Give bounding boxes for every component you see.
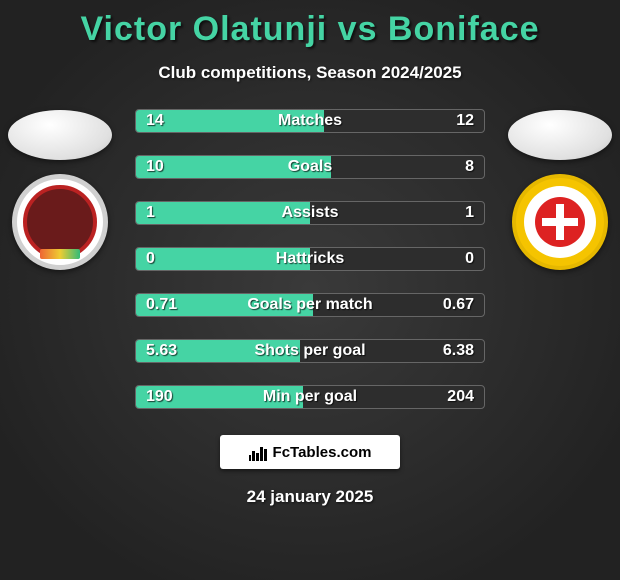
stat-value-right: 0: [465, 250, 474, 268]
stat-value-right: 204: [447, 388, 474, 406]
stats-container: 14Matches1210Goals81Assists10Hattricks00…: [135, 109, 485, 409]
stat-label: Hattricks: [276, 250, 344, 268]
avatar: [508, 110, 612, 160]
brand-badge: FcTables.com: [220, 435, 400, 469]
chart-icon: [249, 443, 267, 461]
stat-row: 0.71 Goals per match 0.67: [135, 293, 485, 317]
stat-value-left: 1: [146, 204, 155, 222]
stat-value-left: 14: [146, 112, 164, 130]
stat-row: 14 Matches 12: [135, 109, 485, 133]
stat-value-right: 8: [465, 158, 474, 176]
stat-value-right: 6.38: [443, 342, 474, 360]
stat-value-left: 0: [146, 250, 155, 268]
stat-label: Goals: [288, 158, 332, 176]
stat-row: 0 Hattricks 0: [135, 247, 485, 271]
stat-value-left: 5.63: [146, 342, 177, 360]
stat-label: Assists: [282, 204, 339, 222]
player-left-column: [8, 110, 112, 270]
subtitle: Club competitions, Season 2024/2025: [0, 63, 620, 83]
stat-value-left: 10: [146, 158, 164, 176]
player-right-column: [508, 110, 612, 270]
stat-row: 1 Assists 1: [135, 201, 485, 225]
stat-row: 190 Min per goal 204: [135, 385, 485, 409]
stat-row: 10 Goals 8: [135, 155, 485, 179]
stat-label: Matches: [278, 112, 342, 130]
stat-value-left: 0.71: [146, 296, 177, 314]
page-title: Victor Olatunji vs Boniface: [0, 0, 620, 49]
stat-row: 5.63 Shots per goal 6.38: [135, 339, 485, 363]
stat-label: Min per goal: [263, 388, 357, 406]
stat-value-left: 190: [146, 388, 173, 406]
stat-value-right: 12: [456, 112, 474, 130]
brand-label: FcTables.com: [273, 444, 372, 461]
stat-label: Goals per match: [247, 296, 372, 314]
stat-value-right: 1: [465, 204, 474, 222]
date-label: 24 january 2025: [0, 487, 620, 507]
team-badge-left: [12, 174, 108, 270]
avatar: [8, 110, 112, 160]
team-badge-right: [512, 174, 608, 270]
stat-value-right: 0.67: [443, 296, 474, 314]
stat-label: Shots per goal: [254, 342, 365, 360]
